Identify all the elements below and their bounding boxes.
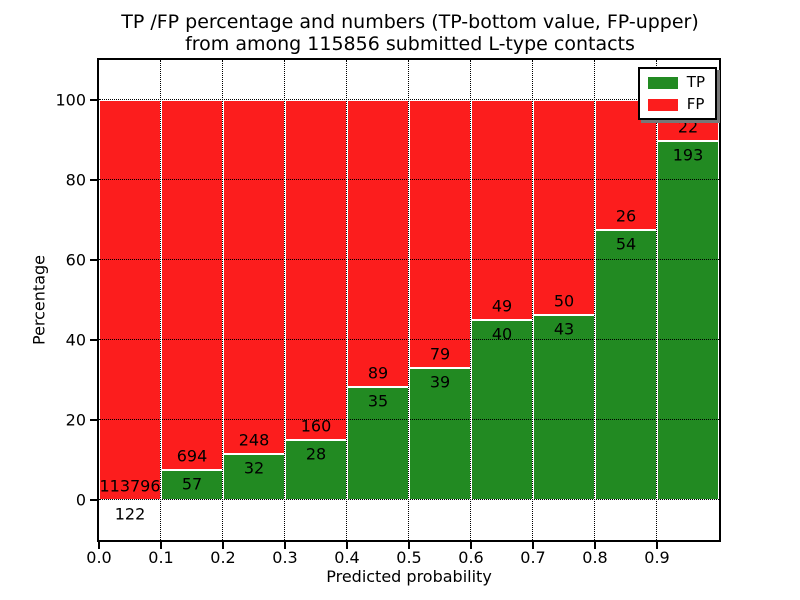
fp-count-label: 694 — [176, 446, 208, 466]
tp-count-label: 39 — [429, 372, 451, 392]
fp-count-label: 26 — [615, 206, 637, 226]
gridline-vertical — [408, 60, 410, 540]
x-tick-mark — [346, 542, 348, 549]
x-tick-label: 0.0 — [86, 548, 112, 567]
x-tick-label: 0.5 — [396, 548, 422, 567]
gridline-horizontal — [99, 259, 719, 261]
chart-title: TP /FP percentage and numbers (TP-bottom… — [90, 11, 730, 55]
bar-segment-fp — [595, 100, 657, 230]
tp-count-label: 193 — [672, 145, 704, 165]
x-tick-label: 0.3 — [272, 548, 298, 567]
y-tick-label: 0 — [75, 490, 86, 510]
x-tick-mark — [222, 542, 224, 549]
x-tick-mark — [284, 542, 286, 549]
legend-label-tp: TP — [686, 73, 705, 91]
x-tick-label: 0.1 — [148, 548, 174, 567]
legend-entry-tp: TP — [647, 73, 705, 91]
x-axis-label: Predicted probability — [326, 567, 492, 586]
x-tick-label: 0.4 — [334, 548, 360, 567]
y-tick-mark — [90, 259, 97, 261]
fp-count-label: 89 — [367, 363, 389, 383]
legend-entry-fp: FP — [647, 95, 705, 113]
gridline-horizontal — [99, 99, 719, 101]
gridline-vertical — [470, 60, 472, 540]
fp-color-swatch — [647, 98, 678, 111]
bar-segment-fp — [409, 100, 471, 368]
fp-count-label: 22 — [677, 117, 699, 137]
fp-count-label: 79 — [429, 344, 451, 364]
y-tick-mark — [90, 339, 97, 341]
tp-count-label: 32 — [243, 458, 265, 478]
tp-color-swatch — [647, 76, 678, 89]
bar-segment-tp — [471, 320, 533, 500]
fp-count-label: 50 — [553, 291, 575, 311]
plot-canvas: TP FP 113796 122 694 57 248 32 160 28 89 35 79 39 49… — [99, 60, 719, 540]
tp-count-label: 43 — [553, 319, 575, 339]
tp-count-label: 122 — [114, 504, 146, 524]
plot-area: TP FP 113796 122 694 57 248 32 160 28 89 35 79 39 49… — [97, 58, 721, 542]
fp-count-label: 160 — [300, 416, 332, 436]
gridline-horizontal — [99, 499, 719, 501]
x-tick-label: 0.7 — [520, 548, 546, 567]
bar-segment-tp — [657, 140, 719, 500]
bar-segment-fp — [471, 100, 533, 321]
gridline-vertical — [656, 60, 658, 540]
x-tick-label: 0.2 — [210, 548, 236, 567]
bar-segment-tp — [223, 454, 285, 500]
chart-title-line-1: TP /FP percentage and numbers (TP-bottom… — [121, 11, 699, 33]
bar-segment-fp — [533, 100, 595, 316]
x-tick-mark — [470, 542, 472, 549]
fp-count-label: 248 — [238, 430, 270, 450]
bar-segment-tp — [533, 315, 595, 500]
x-tick-mark — [160, 542, 162, 549]
tp-count-label: 28 — [305, 444, 327, 464]
gridline-horizontal — [99, 339, 719, 341]
tp-count-label: 54 — [615, 234, 637, 254]
gridline-horizontal — [99, 179, 719, 181]
bar-segment-tp — [409, 367, 471, 500]
x-tick-mark — [532, 542, 534, 549]
tp-count-label: 40 — [491, 324, 513, 344]
gridline-vertical — [222, 60, 224, 540]
legend: TP FP — [637, 67, 717, 120]
x-tick-label: 0.6 — [458, 548, 484, 567]
x-tick-mark — [656, 542, 658, 549]
x-tick-label: 0.9 — [644, 548, 670, 567]
y-tick-mark — [90, 99, 97, 101]
x-tick-mark — [98, 542, 100, 549]
bar-segment-tp — [595, 230, 657, 500]
gridline-vertical — [160, 60, 162, 540]
gridline-vertical — [532, 60, 534, 540]
x-tick-mark — [408, 542, 410, 549]
x-tick-label: 0.8 — [582, 548, 608, 567]
y-tick-mark — [90, 179, 97, 181]
y-tick-mark — [90, 419, 97, 421]
legend-label-fp: FP — [686, 95, 705, 113]
tp-count-label: 35 — [367, 391, 389, 411]
y-tick-label: 100 — [55, 90, 86, 110]
fp-count-label: 113796 — [99, 476, 161, 496]
y-tick-label: 60 — [65, 250, 86, 270]
bar-segment-fp — [223, 100, 285, 455]
y-tick-label: 40 — [65, 330, 86, 350]
gridline-vertical — [594, 60, 596, 540]
x-tick-mark — [594, 542, 596, 549]
bar-segment-fp — [285, 100, 347, 441]
gridline-vertical — [284, 60, 286, 540]
bar-segment-fp — [161, 100, 223, 470]
y-tick-label: 80 — [65, 170, 86, 190]
fp-count-label: 49 — [491, 296, 513, 316]
y-tick-mark — [90, 499, 97, 501]
bar-segment-fp — [99, 100, 161, 500]
tp-count-label: 57 — [181, 474, 203, 494]
chart-title-line-2: from among 115856 submitted L-type conta… — [185, 33, 635, 55]
y-tick-label: 20 — [65, 410, 86, 430]
bar-segment-fp — [347, 100, 409, 388]
gridline-vertical — [346, 60, 348, 540]
gridline-horizontal — [99, 419, 719, 421]
